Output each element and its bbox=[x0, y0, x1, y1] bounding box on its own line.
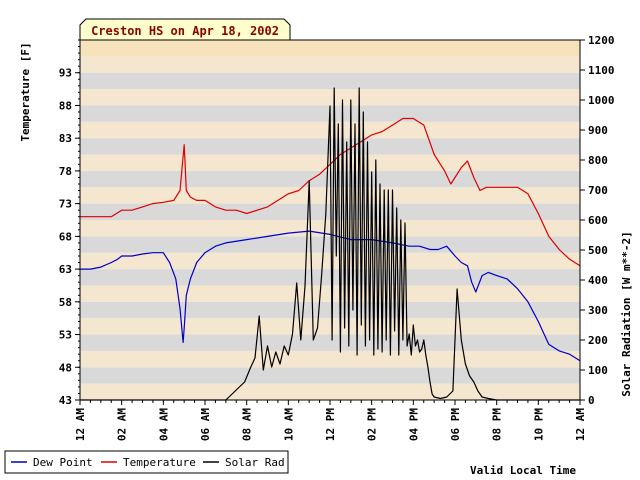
plot-band bbox=[80, 301, 580, 319]
chart-title: Creston HS on Apr 18, 2002 bbox=[91, 24, 279, 38]
y-right-tick-label: 200 bbox=[588, 334, 608, 347]
y-right-tick-label: 400 bbox=[588, 274, 608, 287]
plot-bands bbox=[80, 40, 580, 400]
x-tick-label: 06 PM bbox=[449, 408, 462, 441]
plot-band bbox=[80, 40, 580, 57]
y-right-tick-label: 1100 bbox=[588, 64, 615, 77]
plot-band bbox=[80, 220, 580, 237]
y-left-axis: 43 48 53 58 63 68 73 78 83 88 93 bbox=[59, 39, 80, 407]
x-axis-title: Valid Local Time bbox=[470, 464, 576, 477]
plot-band bbox=[80, 367, 580, 384]
y-right-tick-label: 600 bbox=[588, 214, 608, 227]
y-left-tick-label: 68 bbox=[59, 230, 72, 243]
y-right-tick-label: 1200 bbox=[588, 34, 615, 47]
legend: Dew Point Temperature Solar Rad bbox=[4, 450, 289, 474]
plot-band bbox=[80, 236, 580, 253]
plot-band bbox=[80, 350, 580, 368]
x-tick-label: 04 AM bbox=[157, 408, 170, 441]
series-line-dew-point bbox=[80, 230, 581, 362]
legend-frame bbox=[4, 450, 289, 474]
y-left-axis-title: Temperature [F] bbox=[19, 42, 32, 141]
plot-band bbox=[80, 334, 580, 351]
plot-band bbox=[80, 203, 580, 220]
y-right-tick-label: 500 bbox=[588, 244, 608, 257]
y-right-tick-label: 800 bbox=[588, 154, 608, 167]
y-left-tick-label: 43 bbox=[59, 394, 72, 407]
series-layer bbox=[80, 87, 581, 401]
plot-band bbox=[80, 187, 580, 204]
y-right-tick-label: 100 bbox=[588, 364, 608, 377]
y-left-tick-label: 93 bbox=[59, 67, 72, 80]
x-tick-label: 10 PM bbox=[532, 408, 545, 441]
y-left-tick-label: 63 bbox=[59, 263, 72, 276]
plot-band bbox=[80, 252, 580, 270]
x-tick-label: 12 PM bbox=[324, 408, 337, 441]
y-right-tick-label: 1000 bbox=[588, 94, 615, 107]
y-right-tick-label: 300 bbox=[588, 304, 608, 317]
y-right-tick-label: 0 bbox=[588, 394, 595, 407]
x-tick-label: 08 PM bbox=[491, 408, 504, 441]
y-left-tick-label: 78 bbox=[59, 165, 72, 178]
y-right-tick-label: 700 bbox=[588, 184, 608, 197]
x-tick-label: 04 PM bbox=[407, 408, 420, 441]
chart-title-box: Creston HS on Apr 18, 2002 bbox=[79, 18, 291, 41]
y-left-tick-label: 58 bbox=[59, 296, 72, 309]
x-tick-label: 12 AM bbox=[574, 408, 587, 441]
x-tick-label: 10 AM bbox=[282, 408, 295, 441]
legend-label-temperature: Temperature bbox=[123, 456, 196, 469]
legend-label-dew-point: Dew Point bbox=[33, 456, 93, 469]
x-tick-label: 02 PM bbox=[366, 408, 379, 441]
plot-band bbox=[80, 56, 580, 73]
y-right-axis: 0 100 200 300 400 500 600 700 800 900 1000 1100 1200 bbox=[580, 34, 615, 407]
y-left-tick-label: 53 bbox=[59, 329, 72, 342]
y-right-tick-label: 900 bbox=[588, 124, 608, 137]
x-tick-label: 06 AM bbox=[199, 408, 212, 441]
y-left-tick-label: 88 bbox=[59, 99, 72, 112]
series-line-solar-rad bbox=[80, 87, 580, 401]
plot-band bbox=[80, 318, 580, 335]
x-axis: 12 AM 02 AM 04 AM 06 AM 08 AM 10 AM 12 PM 02 PM… bbox=[74, 400, 587, 441]
plot-band bbox=[80, 72, 580, 90]
x-tick-label: 02 AM bbox=[116, 408, 129, 441]
y-left-tick-label: 48 bbox=[59, 361, 72, 374]
y-left-tick-label: 73 bbox=[59, 198, 72, 211]
plot-band bbox=[80, 89, 580, 106]
x-tick-label: 08 AM bbox=[241, 408, 254, 441]
chart-title-frame bbox=[79, 18, 291, 41]
plot-band bbox=[80, 170, 580, 188]
y-left-tick-label: 83 bbox=[59, 132, 72, 145]
plot-band bbox=[80, 285, 580, 302]
plot-band bbox=[80, 269, 580, 286]
legend-label-solar-rad: Solar Rad bbox=[225, 456, 285, 469]
plot-band bbox=[80, 383, 580, 400]
x-tick-label: 12 AM bbox=[74, 408, 87, 441]
y-right-axis-title: Solar Radiation [W m**-2] bbox=[620, 231, 633, 397]
